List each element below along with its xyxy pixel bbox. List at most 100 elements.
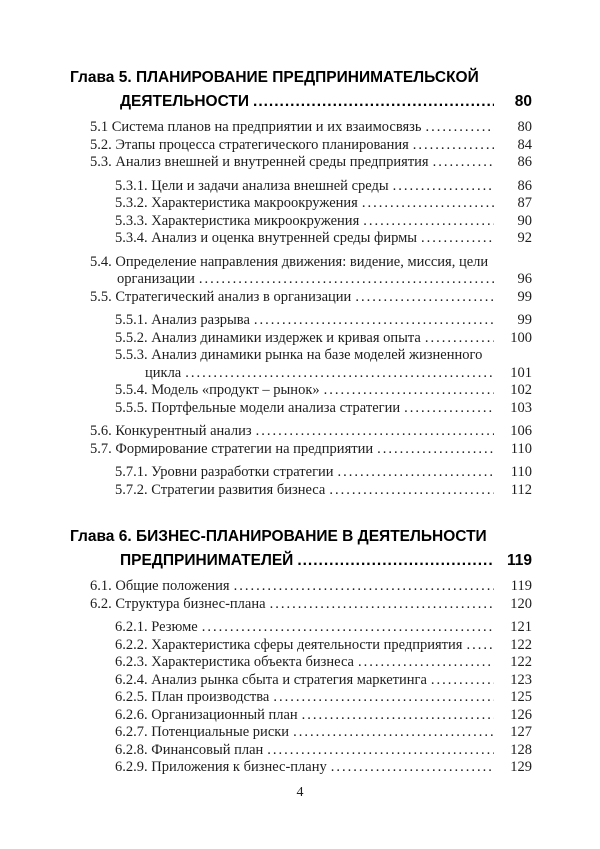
dot-leader: ........................................…	[412, 136, 494, 153]
dot-leader: ........................................…	[330, 759, 494, 775]
entry-page-number: 127	[510, 724, 532, 740]
dot-leader: ........................................…	[430, 671, 494, 688]
dot-leader: ........................................…	[392, 177, 494, 194]
dot-leader: ........................................…	[355, 288, 494, 305]
toc-entry-line: 5.4. Определение направления движения: в…	[0, 254, 532, 272]
entry-page-number: 100	[510, 329, 532, 346]
entry-text: 6.2.2. Характеристика сферы деятельности…	[115, 636, 463, 653]
entry-text: 6.1. Общие положения	[90, 578, 230, 594]
toc-entry-line: цикла...................................…	[0, 365, 532, 383]
dot-leader: ........................................…	[377, 440, 494, 457]
toc-entry-line: 5.3.2. Характеристика макроокружения....…	[0, 195, 532, 213]
dot-leader: ........................................…	[432, 154, 494, 170]
dot-leader: ........................................…	[233, 578, 494, 594]
entry-page-number: 102	[510, 382, 532, 398]
entry-page-number: 121	[510, 619, 532, 635]
entry-page-number: 96	[517, 271, 533, 287]
chapter-heading-line2: ПРЕДПРИНИМАТЕЛЕЙ........................…	[0, 549, 532, 573]
toc-entry-line: 5.6. Конкурентный анализ................…	[0, 423, 532, 441]
entry-page-number: 110	[510, 464, 532, 480]
dot-leader: ........................................…	[273, 689, 494, 705]
dot-leader: ........................................…	[424, 329, 494, 346]
entry-page-number: 125	[510, 689, 532, 705]
entry-text: 5.5.1. Анализ разрыва	[115, 312, 250, 328]
dot-leader: ........................................…	[421, 230, 494, 246]
entry-text: 6.2.1. Резюме	[115, 619, 198, 635]
toc-entry-line: 5.7.1. Уровни разработки стратегии......…	[0, 464, 532, 482]
entry-text: 5.2. Этапы процесса стратегического план…	[90, 136, 409, 153]
dot-leader: ........................................…	[404, 399, 494, 416]
toc-entry-line: 5.5.3. Анализ динамики рынка на базе мод…	[0, 347, 532, 365]
entry-page-number: 119	[510, 578, 532, 594]
dot-leader: ........................................…	[363, 212, 494, 229]
entry-text: 6.2. Структура бизнес-плана	[90, 595, 266, 612]
entry-page-number: 122	[510, 636, 532, 653]
toc-entry-line: 5.3.1. Цели и задачи анализа внешней сре…	[0, 178, 532, 196]
entry-page-number: 92	[517, 230, 533, 246]
entry-text: 6.2.7. Потенциальные риски	[115, 724, 290, 740]
entry-text: 6.2.9. Приложения к бизнес-плану	[115, 759, 327, 775]
chapter-heading-line1: Глава 6. БИЗНЕС-ПЛАНИРОВАНИЕ В ДЕЯТЕЛЬНО…	[0, 525, 532, 549]
toc-entry-line: 5.1 Система планов на предприятии и их в…	[0, 119, 532, 137]
toc-entry-line: 5.7.2. Стратегии развития бизнеса.......…	[0, 482, 532, 500]
entry-page-number: 129	[510, 759, 532, 775]
entry-text: 5.3.2. Характеристика макроокружения	[115, 195, 358, 211]
entry-text: 5.3.1. Цели и задачи анализа внешней сре…	[115, 177, 389, 194]
toc-entry-line: 6.2.6. Организационный план.............…	[0, 707, 532, 725]
entry-page-number: 99	[517, 312, 533, 328]
entry-page-number: 120	[510, 595, 532, 612]
dot-leader: ........................................…	[269, 595, 494, 612]
entry-page-number: 128	[510, 741, 532, 758]
dot-leader: ........................................…	[198, 271, 494, 287]
toc-entry-line: 6.2.8. Финансовый план..................…	[0, 742, 532, 760]
toc-entry-line: 6.2.1. Резюме...........................…	[0, 619, 532, 637]
toc-entry-line: 6.2.2. Характеристика сферы деятельности…	[0, 637, 532, 655]
toc-entry-line: 5.5.2. Анализ динамики издержек и кривая…	[0, 330, 532, 348]
dot-leader: ........................................…	[361, 195, 494, 211]
toc-entry-line: 6.2.3. Характеристика объекта бизнеса...…	[0, 654, 532, 672]
chapter-heading-text: Глава 6. БИЗНЕС-ПЛАНИРОВАНИЕ В ДЕЯТЕЛЬНО…	[70, 528, 487, 545]
entry-text: 5.5.3. Анализ динамики рынка на базе мод…	[115, 347, 483, 363]
dot-leader: ........................................…	[337, 464, 494, 480]
entry-text: 6.2.3. Характеристика объекта бизнеса	[115, 654, 354, 670]
dot-leader: ........................................…	[253, 93, 494, 110]
entry-page-number: 112	[510, 481, 532, 498]
entry-page-number: 122	[510, 654, 532, 670]
toc-entry-line: 5.5. Стратегический анализ в организации…	[0, 289, 532, 307]
toc-entry-line: организации.............................…	[0, 271, 532, 289]
toc-entry-line: 5.5.5. Портфельные модели анализа страте…	[0, 400, 532, 418]
entry-page-number: 90	[517, 212, 533, 229]
entry-text: 5.6. Конкурентный анализ	[90, 423, 252, 439]
chapter-page-number: 80	[514, 93, 532, 110]
toc-entry-line: 5.3.4. Анализ и оценка внутренней среды …	[0, 230, 532, 248]
entry-text: цикла	[145, 364, 182, 381]
chapter-heading-line2: ДЕЯТЕЛЬНОСТИ............................…	[0, 90, 532, 114]
entry-text: 5.3.3. Характеристика микроокружения	[115, 212, 360, 229]
footer-page-number: 4	[296, 784, 304, 800]
toc-entry-line: 5.3.3. Характеристика микроокружения....…	[0, 213, 532, 231]
toc-entry-line: 5.5.1. Анализ разрыва...................…	[0, 312, 532, 330]
entry-text: 5.3. Анализ внешней и внутренней среды п…	[90, 154, 429, 170]
entry-page-number: 87	[517, 195, 533, 211]
entry-page-number: 99	[517, 288, 533, 305]
entry-text: 5.5.2. Анализ динамики издержек и кривая…	[115, 329, 421, 346]
entry-page-number: 126	[510, 706, 532, 723]
entry-page-number: 123	[510, 671, 532, 688]
dot-leader: ........................................…	[425, 119, 495, 135]
chapter-heading: Глава 6. БИЗНЕС-ПЛАНИРОВАНИЕ В ДЕЯТЕЛЬНО…	[0, 525, 532, 573]
entry-text: 5.7. Формирование стратегии на предприят…	[90, 440, 374, 457]
entry-text: 5.7.2. Стратегии развития бизнеса	[115, 481, 326, 498]
entry-page-number: 86	[517, 177, 533, 194]
entry-text: 5.7.1. Уровни разработки стратегии	[115, 464, 334, 480]
toc-entry-line: 5.2. Этапы процесса стратегического план…	[0, 137, 532, 155]
toc-entry-line: 6.2.7. Потенциальные риски..............…	[0, 724, 532, 742]
chapter-heading-line1: Глава 5. ПЛАНИРОВАНИЕ ПРЕДПРИНИМАТЕЛЬСКО…	[0, 66, 532, 90]
toc-entry-line: 6.2.4. Анализ рынка сбыта и стратегия ма…	[0, 672, 532, 690]
toc-entry-line: 6.2.5. План производства................…	[0, 689, 532, 707]
chapter-heading: Глава 5. ПЛАНИРОВАНИЕ ПРЕДПРИНИМАТЕЛЬСКО…	[0, 66, 532, 114]
dot-leader: ........................................…	[293, 724, 494, 740]
toc-section-chapter-6: Глава 6. БИЗНЕС-ПЛАНИРОВАНИЕ В ДЕЯТЕЛЬНО…	[0, 525, 532, 777]
chapter-heading-text: ДЕЯТЕЛЬНОСТИ	[120, 93, 250, 110]
entry-text: организации	[117, 271, 195, 287]
